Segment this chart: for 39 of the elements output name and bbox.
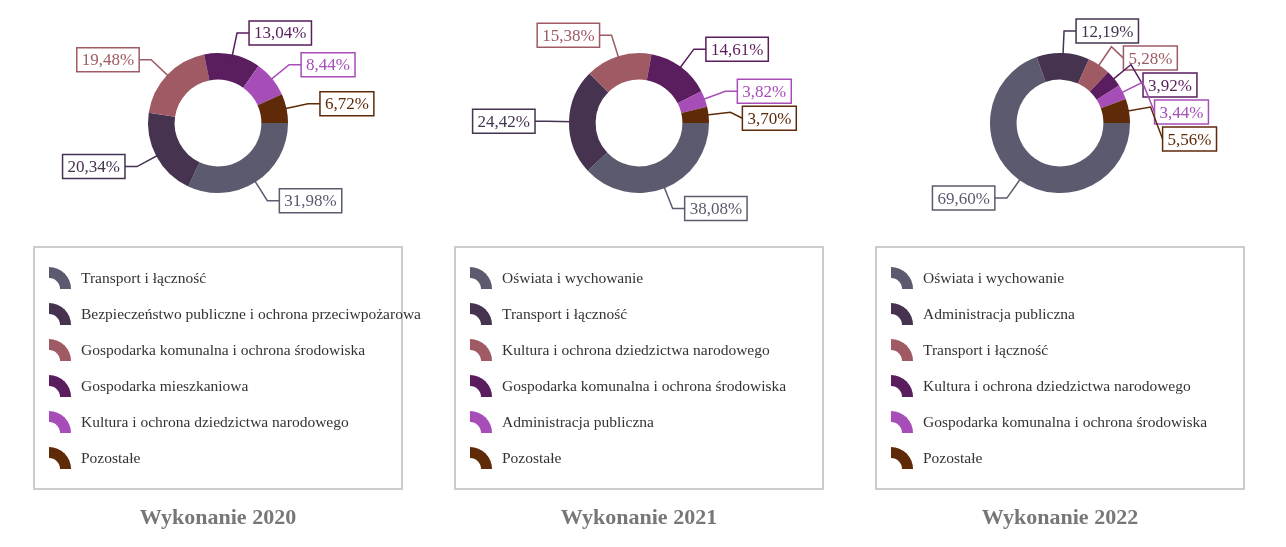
data-label: 5,28% xyxy=(1128,48,1173,68)
data-label: 14,61% xyxy=(710,39,764,59)
legend-label: Kultura i ochrona dziedzictwa narodowego xyxy=(81,413,349,431)
legend-label: Transport i łączność xyxy=(81,269,207,287)
data-label: 13,04% xyxy=(254,23,307,43)
text: Wykonanie 2022 xyxy=(980,504,1140,530)
legend-label: Gospodarka komunalna i ochrona środowiska xyxy=(81,341,366,359)
data-label: 3,82% xyxy=(742,81,787,101)
text: Wykonanie 2021 xyxy=(559,504,719,530)
data-label: 31,98% xyxy=(284,191,337,211)
data-label: 69,60% xyxy=(937,188,990,208)
data-label: 8,44% xyxy=(306,55,351,75)
legend-label: Kultura i ochrona dziedzictwa narodowego xyxy=(923,377,1191,395)
legend-label: Gospodarka komunalna i ochrona środowiska xyxy=(502,377,787,395)
data-label: 38,08% xyxy=(689,199,743,219)
data-label: 6,72% xyxy=(324,94,369,114)
legend-label: Transport i łączność xyxy=(923,341,1049,359)
data-label: 5,56% xyxy=(1167,129,1212,149)
legend-label: Pozostałe xyxy=(81,449,141,467)
data-label: 15,38% xyxy=(542,25,595,45)
data-label: 3,70% xyxy=(747,108,792,128)
legend-label: Transport i łączność xyxy=(502,305,628,323)
legend-label: Oświata i wychowanie xyxy=(502,269,644,287)
legend-label: Oświata i wychowanie xyxy=(923,269,1065,287)
data-label: 12,19% xyxy=(1081,21,1134,41)
legend-label: Bezpieczeństwo publiczne i ochrona przeciwpożarowa xyxy=(81,305,421,323)
legend-label: Administracja publiczna xyxy=(502,413,654,431)
data-label: 20,34% xyxy=(67,157,120,177)
data-label: 24,42% xyxy=(477,111,531,131)
legend-label: Gospodarka komunalna i ochrona środowiska xyxy=(923,413,1208,431)
data-label: 3,92% xyxy=(1148,75,1192,95)
text: Wykonanie 2020 xyxy=(138,504,298,530)
legend-label: Administracja publiczna xyxy=(923,305,1075,323)
legend-label: Pozostałe xyxy=(502,449,562,467)
data-label: 3,44% xyxy=(1159,102,1204,122)
data-label: 19,48% xyxy=(81,50,135,70)
legend-label: Kultura i ochrona dziedzictwa narodowego xyxy=(502,341,770,359)
legend-label: Pozostałe xyxy=(923,449,983,467)
legend-label: Gospodarka mieszkaniowa xyxy=(81,377,249,395)
